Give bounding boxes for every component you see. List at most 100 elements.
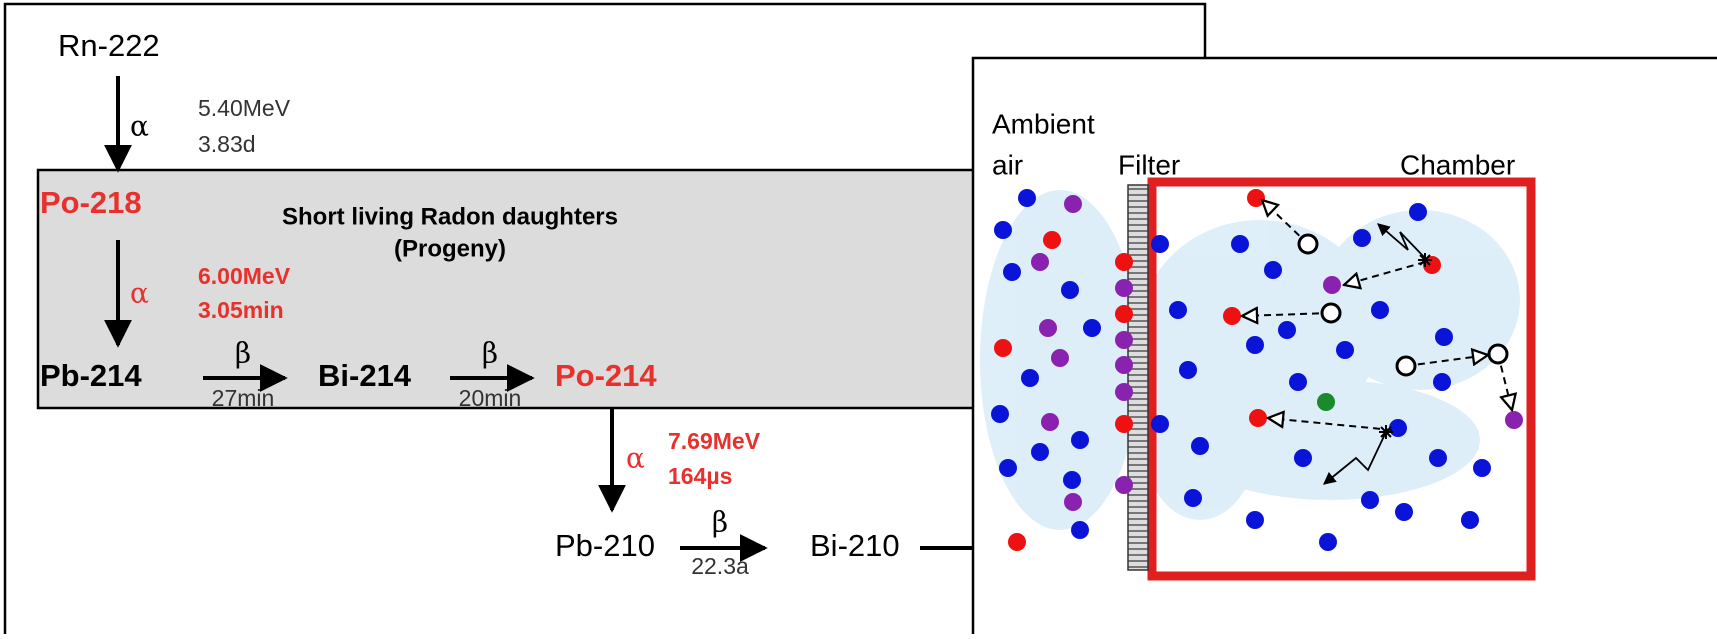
particle: [1435, 328, 1453, 346]
particle: [1246, 511, 1264, 529]
particle: [1179, 361, 1197, 379]
gamma-ray: [1323, 431, 1387, 485]
energy: 7.69MeV: [668, 428, 761, 454]
decay-atom: [1487, 343, 1509, 365]
halflife: 22.3a: [691, 553, 749, 579]
particle: [1031, 443, 1049, 461]
particle: [991, 405, 1009, 423]
decay-symbol: β: [482, 337, 498, 370]
panel-label: Chamber: [1400, 149, 1515, 180]
particle: [1246, 336, 1264, 354]
particle: [1184, 489, 1202, 507]
particle: [1433, 373, 1451, 391]
alpha-track: [1242, 313, 1332, 316]
particle: [1115, 356, 1133, 374]
alpha-track: [1497, 353, 1512, 410]
nuclide: Pb-214: [40, 358, 142, 393]
nuclide: Bi-210: [810, 528, 900, 563]
particle: [1115, 476, 1133, 494]
alpha-track: [1268, 418, 1393, 431]
particle: [1264, 261, 1282, 279]
particle: [1323, 276, 1341, 294]
particle: [1231, 235, 1249, 253]
particle: [1063, 471, 1081, 489]
alpha-track: [1405, 355, 1488, 367]
particle: [1083, 319, 1101, 337]
particle: [994, 339, 1012, 357]
gamma-ray: [1377, 223, 1426, 259]
decay-star: [1418, 253, 1432, 267]
particle: [1389, 419, 1407, 437]
progeny-box: [36, 168, 1015, 410]
nuclide: Po-214: [555, 358, 657, 393]
decay-symbol: β: [712, 506, 728, 539]
particle: [1223, 307, 1241, 325]
particle: [1409, 203, 1427, 221]
particle: [1505, 411, 1523, 429]
panel-label: Filter: [1118, 149, 1180, 180]
particle: [1039, 319, 1057, 337]
particle: [1043, 231, 1061, 249]
nuclide: Po-218: [40, 185, 142, 220]
particle: [1289, 373, 1307, 391]
particle: [1395, 503, 1413, 521]
decay-atom: [1320, 302, 1342, 324]
halflife: 27min: [212, 385, 275, 411]
decay-symbol: α: [130, 110, 149, 143]
box-subtitle: (Progeny): [394, 235, 506, 262]
halflife: 164µs: [668, 463, 732, 489]
particle: [1169, 301, 1187, 319]
particle: [999, 459, 1017, 477]
particle: [1278, 321, 1296, 339]
particle: [1191, 437, 1209, 455]
particle: [1353, 229, 1371, 247]
decay-star: [1379, 425, 1393, 439]
box-title: Short living Radon daughters: [282, 203, 618, 230]
filter: [1127, 184, 1149, 571]
particle: [1429, 449, 1447, 467]
nuclide: Bi-214: [318, 358, 412, 393]
halflife: 3.05min: [198, 297, 284, 323]
alpha-track: [1262, 200, 1309, 245]
particle: [1115, 253, 1133, 271]
particle: [1115, 331, 1133, 349]
particle: [1361, 491, 1379, 509]
particle: [1061, 281, 1079, 299]
particle: [1461, 511, 1479, 529]
decay-atom: [1395, 355, 1417, 377]
particle: [1371, 301, 1389, 319]
decay-symbol: β: [235, 337, 251, 370]
particle: [1041, 413, 1059, 431]
particle: [1319, 533, 1337, 551]
panel-label: air: [992, 149, 1023, 180]
particle: [1336, 341, 1354, 359]
particle: [1071, 431, 1089, 449]
particle: [1473, 459, 1491, 477]
halflife: 20min: [459, 385, 522, 411]
particle: [1003, 263, 1021, 281]
nuclide: Pb-210: [555, 528, 655, 563]
halflife: 3.83d: [198, 131, 256, 157]
particle: [1031, 253, 1049, 271]
particle: [1008, 533, 1026, 551]
particle: [1018, 189, 1036, 207]
particle: [1317, 393, 1335, 411]
decay-atom: [1297, 233, 1319, 255]
particle: [994, 221, 1012, 239]
particle: [1247, 189, 1265, 207]
particle: [1151, 415, 1169, 433]
particle: [1064, 195, 1082, 213]
particle: [1051, 349, 1069, 367]
particle: [1071, 521, 1089, 539]
decay-symbol: α: [130, 277, 149, 310]
nuclide: Rn-222: [58, 28, 160, 63]
particle: [1294, 449, 1312, 467]
particle: [1115, 279, 1133, 297]
alpha-track: [1344, 261, 1426, 285]
particle: [1151, 235, 1169, 253]
particle: [1021, 369, 1039, 387]
energy: 6.00MeV: [198, 263, 291, 289]
particle: [1115, 415, 1133, 433]
energy: 5.40MeV: [198, 95, 291, 121]
